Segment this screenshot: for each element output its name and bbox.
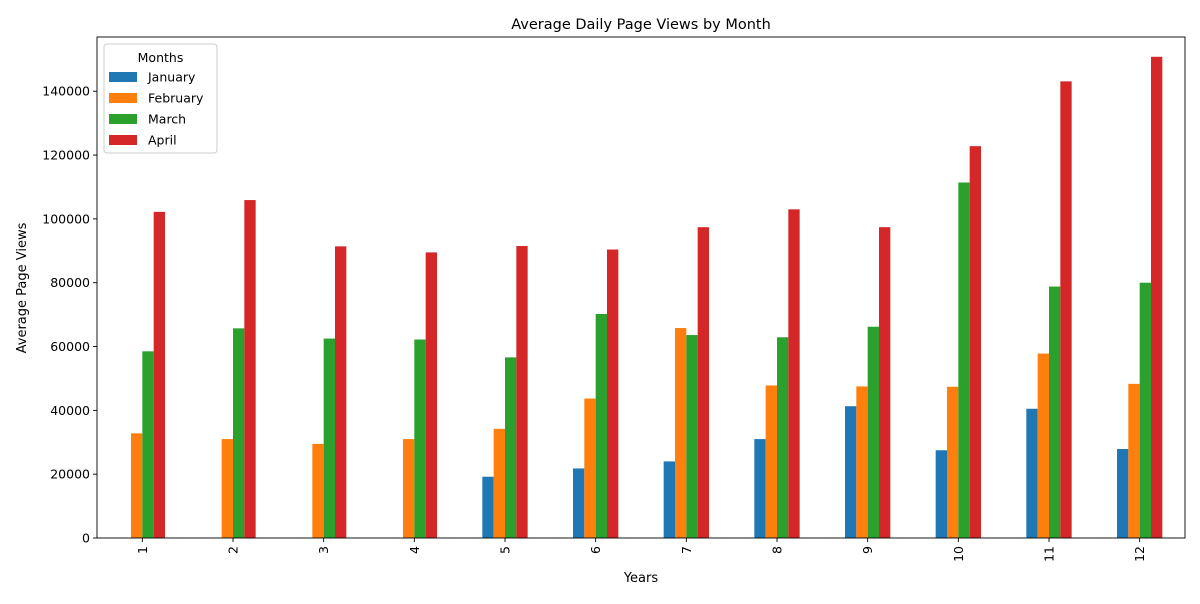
bar-february-12 <box>1128 383 1140 538</box>
legend-swatch-january <box>109 72 137 82</box>
legend-title: Months <box>138 50 184 65</box>
legend-swatch-march <box>109 114 137 124</box>
bar-march-12 <box>1139 282 1151 538</box>
bar-february-5 <box>493 428 505 538</box>
x-tick-label-10: 10 <box>951 546 966 562</box>
x-tick-label-8: 8 <box>770 546 785 554</box>
bar-march-4 <box>414 339 426 538</box>
legend-label-march: March <box>148 112 186 127</box>
x-tick-label-11: 11 <box>1042 546 1057 562</box>
bar-january-10 <box>935 450 947 538</box>
bar-february-11 <box>1037 353 1049 538</box>
bar-february-8 <box>765 385 777 538</box>
x-tick-label-6: 6 <box>588 546 603 554</box>
legend-label-february: February <box>148 91 204 106</box>
x-tick-label-3: 3 <box>316 546 331 554</box>
bar-april-12 <box>1151 56 1163 538</box>
bar-march-9 <box>867 326 879 538</box>
chart-title: Average Daily Page Views by Month <box>511 17 771 33</box>
bar-april-8 <box>788 209 800 538</box>
bar-april-11 <box>1060 81 1072 539</box>
y-axis-label: Average Page Views <box>15 222 30 353</box>
bar-april-4 <box>425 252 437 538</box>
y-tick-label-20000: 20000 <box>50 467 90 482</box>
legend: Months January February March April <box>103 43 218 154</box>
legend-swatch-february <box>109 93 137 103</box>
bar-january-11 <box>1026 408 1038 538</box>
legend-label-april: April <box>148 133 177 148</box>
bar-april-6 <box>607 249 619 538</box>
legend-swatch-april <box>109 135 137 145</box>
bar-march-5 <box>505 357 517 538</box>
bar-february-3 <box>312 443 324 538</box>
x-axis-label: Years <box>623 571 659 586</box>
axes-group: 0 20000 40000 60000 80000 100000 120000 140000 1… <box>42 36 1186 562</box>
bar-march-6 <box>595 313 607 538</box>
bar-march-11 <box>1049 286 1061 538</box>
bar-april-2 <box>244 200 256 538</box>
y-tick-label-0: 0 <box>82 531 90 546</box>
bar-march-3 <box>323 338 335 538</box>
x-tick-label-5: 5 <box>498 546 513 554</box>
y-tick-label-140000: 140000 <box>42 84 90 99</box>
bar-march-8 <box>777 337 789 538</box>
bar-january-8 <box>754 439 766 538</box>
bar-february-1 <box>131 433 143 538</box>
y-tick-label-60000: 60000 <box>50 339 90 354</box>
bar-january-12 <box>1117 448 1129 538</box>
bar-april-1 <box>153 211 165 538</box>
bar-march-7 <box>686 335 698 538</box>
x-tick-label-2: 2 <box>226 546 241 554</box>
bar-january-6 <box>573 468 585 538</box>
y-tick-label-100000: 100000 <box>42 211 90 226</box>
y-tick-label-120000: 120000 <box>42 148 90 163</box>
bar-march-1 <box>142 351 154 538</box>
bar-january-7 <box>663 461 675 538</box>
legend-label-january: January <box>147 70 196 85</box>
x-tick-label-7: 7 <box>679 546 694 554</box>
bar-april-7 <box>697 227 709 538</box>
bar-march-2 <box>233 328 245 538</box>
x-tick-label-12: 12 <box>1132 546 1147 562</box>
bar-february-10 <box>947 386 959 538</box>
y-tick-label-80000: 80000 <box>50 275 90 290</box>
bar-april-9 <box>879 227 891 538</box>
bar-february-7 <box>675 328 687 538</box>
bar-january-5 <box>482 476 494 538</box>
legend-box <box>103 43 218 154</box>
bar-february-9 <box>856 386 868 538</box>
x-tick-label-4: 4 <box>407 546 422 554</box>
bar-march-10 <box>958 182 970 538</box>
plot-frame <box>96 36 1186 539</box>
bar-february-4 <box>403 439 415 538</box>
x-tick-label-9: 9 <box>860 546 875 554</box>
bar-april-5 <box>516 246 528 538</box>
bar-february-2 <box>221 439 233 538</box>
bars-group <box>131 56 1163 539</box>
bar-april-3 <box>335 246 347 538</box>
bar-april-10 <box>969 146 981 538</box>
bar-january-9 <box>845 406 857 538</box>
x-tick-label-1: 1 <box>135 546 150 554</box>
bar-february-6 <box>584 398 596 538</box>
y-tick-label-40000: 40000 <box>50 403 90 418</box>
